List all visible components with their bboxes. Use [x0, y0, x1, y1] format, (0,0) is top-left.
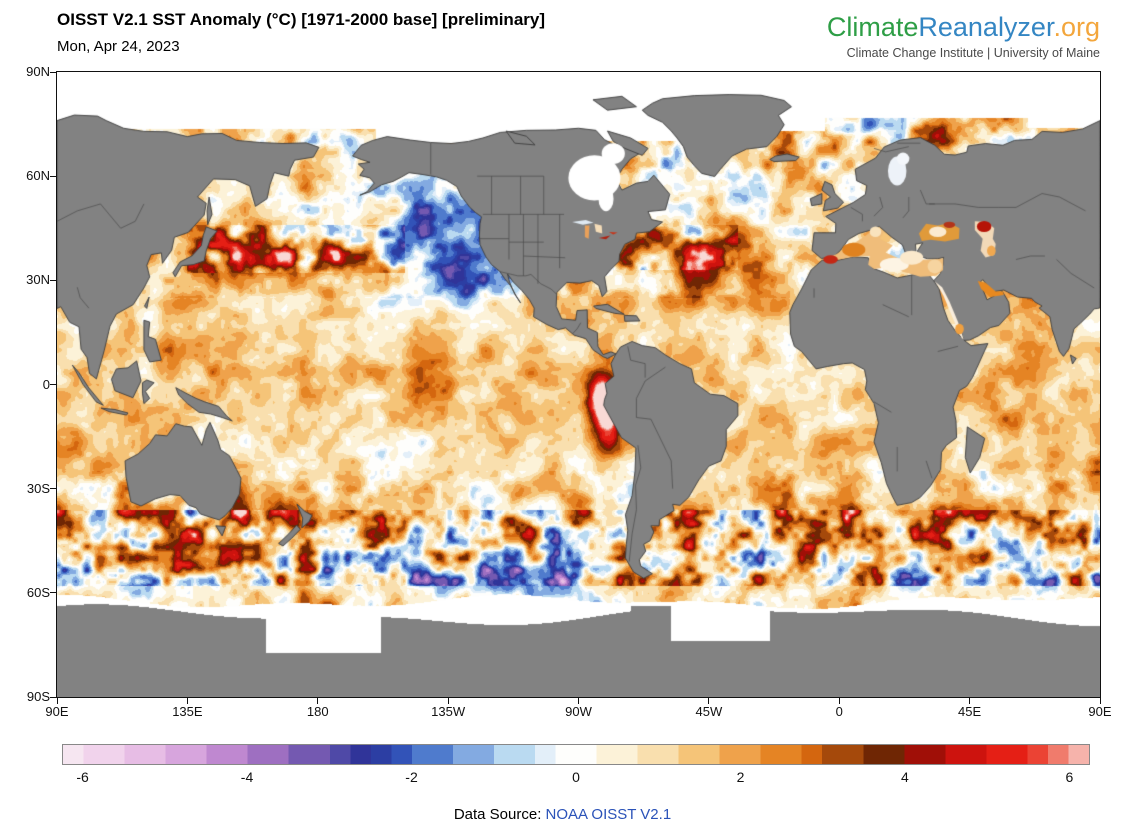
lat-tick-mark	[50, 592, 57, 594]
data-source-prefix: Data Source:	[453, 806, 546, 823]
lon-tick-mark	[186, 697, 188, 704]
logo-part-reanalyzer: Reanalyzer	[918, 12, 1054, 42]
colorbar-tick-label: 6	[1065, 769, 1074, 785]
colorbar-tick-label: 4	[901, 769, 909, 785]
lon-tick-mark	[969, 697, 971, 704]
colorbar-tick-label: -2	[405, 769, 418, 785]
lat-tick-mark	[50, 696, 57, 698]
sst-anomaly-map	[57, 72, 1100, 697]
lat-tick-mark	[50, 384, 57, 385]
lon-tick-label: 45W	[695, 704, 723, 719]
lat-tick-label: 60S	[26, 584, 50, 600]
lon-tick-mark	[317, 697, 319, 704]
lat-tick-label: 30N	[26, 272, 50, 288]
lat-tick-mark	[50, 279, 57, 281]
anomaly-colorbar	[62, 744, 1090, 765]
logo-part-climate: Climate	[826, 12, 919, 42]
site-logo-wordmark[interactable]: ClimateReanalyzer.org	[827, 12, 1100, 43]
lon-tick-label: 135E	[172, 704, 203, 719]
lat-tick-label: 90S	[26, 689, 50, 704]
data-source-link[interactable]: NOAA OISST V2.1	[545, 806, 672, 823]
lon-tick-label: 180	[306, 704, 329, 719]
lat-tick-mark	[50, 71, 57, 73]
lon-tick-label: 90E	[1088, 704, 1112, 719]
date-label: Mon, Apr 24, 2023	[57, 38, 180, 55]
lon-tick-mark	[56, 697, 58, 704]
lat-tick-label: 30S	[26, 480, 50, 496]
lat-tick-label: 60N	[26, 168, 50, 184]
data-source-line: Data Source: NOAA OISST V2.1	[0, 806, 1125, 823]
lon-tick-mark	[1099, 697, 1101, 704]
lat-tick-label: 0	[42, 376, 50, 392]
lat-tick-label: 90N	[26, 64, 50, 79]
colorbar-tick-label: 2	[736, 769, 745, 785]
colorbar-tick-label: -6	[76, 769, 89, 785]
colorbar-tick-label: 0	[572, 769, 580, 785]
lon-tick-label: 0	[835, 704, 843, 719]
page-title: OISST V2.1 SST Anomaly (°C) [1971-2000 b…	[57, 10, 546, 29]
lon-tick-mark	[578, 697, 579, 704]
lon-tick-label: 90E	[45, 704, 69, 719]
logo-subtitle: Climate Change Institute | University of…	[846, 46, 1100, 60]
lon-tick-label: 90W	[565, 704, 592, 719]
lon-tick-mark	[447, 697, 449, 704]
lat-tick-mark	[50, 488, 57, 490]
lon-tick-mark	[838, 697, 840, 704]
logo-part-org: .org	[1053, 12, 1100, 42]
colorbar-tick-label: -4	[240, 769, 254, 785]
lat-tick-mark	[50, 175, 57, 177]
lon-tick-label: 45E	[958, 704, 982, 719]
site-logo[interactable]: ClimateReanalyzer.org Climate Change Ins…	[827, 12, 1100, 60]
lon-tick-label: 135W	[431, 704, 466, 719]
lon-tick-mark	[708, 697, 710, 704]
